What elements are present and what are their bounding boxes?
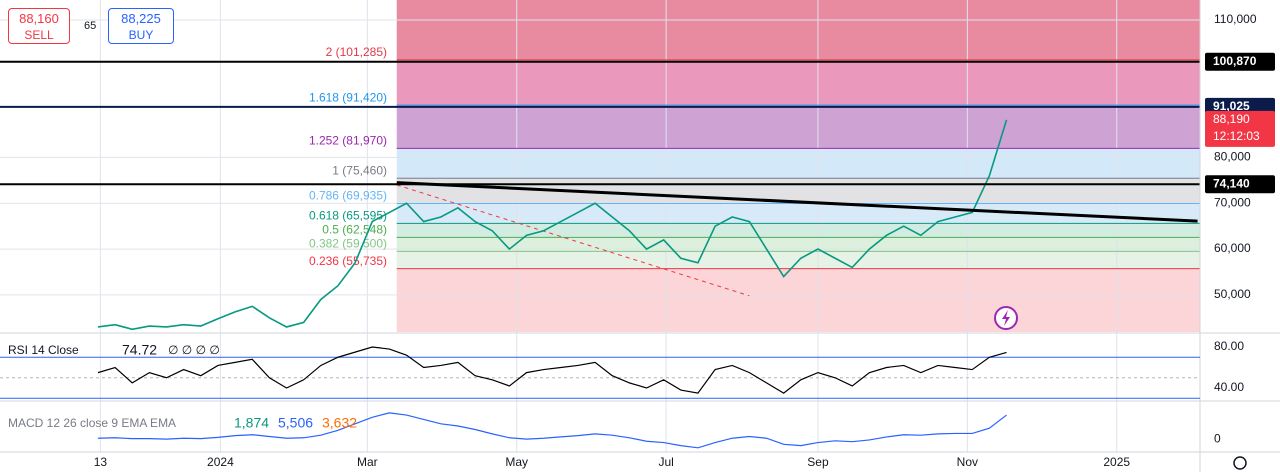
rsi-tick-label: 80.00: [1214, 339, 1244, 353]
sell-button[interactable]: 88,160 SELL: [8, 8, 70, 44]
x-tick-label: 2025: [1103, 455, 1130, 469]
macd-line: [97, 412, 1007, 449]
rsi-value: 74.72: [122, 342, 157, 358]
buy-label: BUY: [128, 28, 154, 42]
fib-label: 0.786 (69,935): [309, 189, 387, 203]
x-tick-label: Mar: [357, 455, 378, 469]
sell-price: 88,160: [19, 11, 59, 26]
x-tick-label: Sep: [807, 455, 829, 469]
settings-icon: [1233, 456, 1247, 470]
macd-title: MACD 12 26 close 9 EMA EMA: [8, 416, 176, 430]
fib-label: 1 (75,460): [332, 163, 387, 177]
price-label-box: [1205, 52, 1275, 71]
dashed-line: [396, 184, 750, 297]
rsi-line: [97, 346, 1007, 394]
x-tick-label: Jul: [658, 455, 673, 469]
buy-price: 88,225: [121, 11, 161, 26]
last-price-box: [1205, 110, 1275, 147]
fib-band: [396, 203, 1200, 224]
countdown: 12:12:03: [1213, 129, 1260, 143]
fib-band: [396, 268, 1200, 332]
fib-label: 0.5 (62,548): [322, 223, 387, 237]
price-label-box: [1205, 175, 1275, 194]
sell-label: SELL: [24, 28, 54, 42]
y-tick-label: 110,000: [1214, 12, 1257, 26]
macd-value: 5,506: [278, 415, 313, 431]
spread: 65: [84, 20, 97, 32]
rsi-extra: ∅ ∅ ∅ ∅: [168, 343, 220, 357]
fib-band: [396, 59, 1200, 106]
alert-icon-bolt: [1002, 310, 1010, 326]
y-tick-label: 50,000: [1214, 287, 1251, 301]
macd-hist-value: 1,874: [234, 415, 269, 431]
fib-band: [396, 0, 1200, 60]
rsi-title: RSI 14 Close: [8, 343, 79, 357]
buy-button[interactable]: 88,225 BUY: [108, 8, 174, 44]
y-tick-label: 60,000: [1214, 241, 1251, 255]
x-tick-label: 13: [94, 455, 108, 469]
macd-tick-label: 0: [1214, 431, 1221, 445]
price-label: 100,870: [1213, 54, 1257, 68]
fib-band: [396, 178, 1200, 204]
price-line: [97, 119, 1008, 331]
x-tick-label: May: [505, 455, 528, 469]
x-tick-label: 2024: [207, 455, 234, 469]
price-label: 91,025: [1213, 99, 1250, 113]
fib-label: 0.618 (65,595): [309, 209, 387, 223]
fib-band: [396, 223, 1200, 238]
price-label: 74,140: [1213, 176, 1250, 190]
macd-signal-value: 3,632: [322, 415, 357, 431]
fib-label: 1.252 (81,970): [309, 134, 387, 148]
y-tick-label: 70,000: [1214, 195, 1251, 209]
fib-band: [396, 148, 1200, 179]
fib-label: 0.236 (55,735): [309, 254, 387, 268]
last-price: 88,190: [1213, 112, 1250, 126]
rsi-tick-label: 40.00: [1214, 380, 1244, 394]
x-tick-label: Nov: [957, 455, 978, 469]
fib-label: 2 (101,285): [326, 45, 387, 59]
fib-label: 1.618 (91,420): [309, 90, 387, 104]
y-tick-label: 80,000: [1214, 150, 1251, 164]
fib-label: 0.382 (59,500): [309, 237, 387, 251]
trend-line: [396, 181, 1198, 223]
fib-band: [396, 105, 1200, 149]
